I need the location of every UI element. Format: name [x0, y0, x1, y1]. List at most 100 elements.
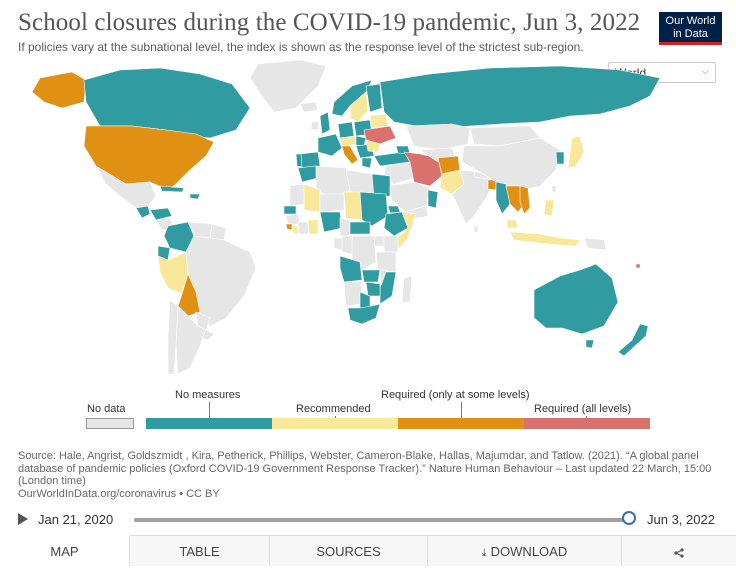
- country-uk[interactable]: [319, 111, 331, 135]
- country-ghana-region[interactable]: [307, 219, 319, 235]
- country-australia[interactable]: [533, 263, 619, 335]
- country-greece[interactable]: [361, 157, 373, 169]
- country-niger[interactable]: [319, 193, 345, 213]
- chevron-down-icon: ⌵: [701, 66, 709, 77]
- country-iran[interactable]: [403, 151, 443, 187]
- country-spain[interactable]: [299, 151, 321, 169]
- country-japan[interactable]: [567, 135, 585, 169]
- share-button[interactable]: [622, 536, 736, 566]
- legend-tick-required-all: [586, 416, 587, 419]
- country-vietnam[interactable]: [519, 185, 531, 215]
- country-usa[interactable]: [83, 125, 215, 191]
- country-liberia[interactable]: [291, 225, 299, 235]
- country-south-africa[interactable]: [347, 303, 381, 325]
- legend-label-required-some: Required (only at some levels): [381, 389, 530, 401]
- timeline-end-date: Jun 3, 2022: [647, 512, 715, 527]
- country-germany[interactable]: [337, 121, 355, 139]
- country-guyana-region[interactable]: [209, 223, 227, 241]
- country-eritrea[interactable]: [387, 205, 401, 214]
- country-china[interactable]: [461, 137, 561, 193]
- country-guatemala[interactable]: [135, 205, 151, 219]
- country-papua-new-guinea[interactable]: [583, 237, 607, 251]
- country-sudan[interactable]: [359, 191, 389, 227]
- country-senegal[interactable]: [283, 205, 297, 215]
- country-korea[interactable]: [555, 151, 565, 165]
- country-kazakhstan[interactable]: [405, 123, 471, 151]
- download-icon: ⤓: [481, 547, 487, 559]
- source-note: Source: Hale, Angrist, Goldszmidt , Kira…: [18, 450, 718, 500]
- country-tasmania[interactable]: [585, 339, 595, 349]
- country-oman[interactable]: [427, 189, 439, 209]
- timeline-track[interactable]: [134, 518, 630, 522]
- country-italy[interactable]: [341, 145, 359, 165]
- tab-bar: MAP TABLE SOURCES ⤓ DOWNLOAD: [0, 535, 736, 566]
- country-finland[interactable]: [365, 83, 383, 113]
- country-new-zealand[interactable]: [617, 323, 649, 357]
- country-syria-iraq[interactable]: [383, 161, 415, 185]
- country-mauritania[interactable]: [289, 183, 307, 207]
- timeline-handle[interactable]: [622, 511, 636, 525]
- country-portugal[interactable]: [295, 153, 303, 168]
- country-dominican-republic[interactable]: [189, 193, 201, 200]
- country-namibia[interactable]: [343, 281, 363, 307]
- country-angola[interactable]: [339, 255, 363, 283]
- legend-swatch-required-all[interactable]: [524, 418, 650, 429]
- tab-download[interactable]: ⤓ DOWNLOAD: [428, 536, 622, 566]
- map-legend: No data No measures Recommended Required…: [0, 386, 736, 431]
- country-belarus[interactable]: [369, 113, 389, 129]
- country-argentina[interactable]: [175, 305, 207, 375]
- logo-line-1: Our World: [665, 15, 716, 27]
- source-link[interactable]: OurWorldInData.org/coronavirus • CC BY: [18, 487, 220, 500]
- legend-label-no-measures: No measures: [175, 389, 241, 401]
- country-zimbabwe[interactable]: [365, 281, 381, 297]
- timeline-start-date: Jan 21, 2020: [38, 512, 114, 527]
- world-map[interactable]: [0, 56, 736, 386]
- country-cuba[interactable]: [159, 185, 185, 193]
- country-uruguay[interactable]: [201, 329, 215, 341]
- country-peru[interactable]: [157, 251, 189, 295]
- country-russia[interactable]: [379, 65, 661, 129]
- country-mozambique[interactable]: [379, 271, 397, 305]
- country-austria-region[interactable]: [339, 135, 359, 147]
- country-indonesia[interactable]: [509, 231, 581, 247]
- legend-swatch-recommended[interactable]: [272, 418, 398, 429]
- country-pacific-islands[interactable]: [635, 263, 641, 269]
- country-hungary-region[interactable]: [355, 135, 367, 147]
- owid-logo[interactable]: Our World in Data: [659, 12, 722, 45]
- country-morocco[interactable]: [297, 165, 319, 183]
- country-france[interactable]: [317, 133, 343, 157]
- country-alaska[interactable]: [31, 71, 87, 109]
- country-philippines[interactable]: [543, 199, 555, 217]
- country-ivory-coast[interactable]: [297, 221, 309, 235]
- country-sri-lanka[interactable]: [473, 225, 479, 233]
- country-honduras[interactable]: [149, 207, 173, 221]
- country-iceland[interactable]: [299, 101, 319, 113]
- legend-swatch-no-measures[interactable]: [146, 418, 272, 429]
- country-romania[interactable]: [365, 139, 381, 153]
- country-nigeria[interactable]: [319, 211, 343, 233]
- legend-swatch-no-data[interactable]: [86, 418, 134, 429]
- country-tanzania[interactable]: [375, 251, 397, 273]
- country-madagascar[interactable]: [401, 275, 413, 303]
- country-gabon[interactable]: [333, 237, 343, 251]
- country-congo[interactable]: [341, 235, 353, 255]
- play-icon[interactable]: [18, 513, 28, 525]
- country-myanmar[interactable]: [495, 181, 511, 215]
- country-kenya[interactable]: [383, 235, 399, 253]
- country-uganda[interactable]: [373, 235, 385, 247]
- legend-swatch-required-some[interactable]: [398, 418, 524, 429]
- country-taiwan[interactable]: [551, 185, 557, 193]
- tab-sources[interactable]: SOURCES: [270, 536, 428, 566]
- tab-map[interactable]: MAP: [0, 535, 130, 566]
- country-egypt[interactable]: [371, 173, 391, 199]
- country-greenland[interactable]: [249, 59, 327, 113]
- country-ireland[interactable]: [310, 121, 320, 131]
- country-sweden[interactable]: [349, 91, 369, 123]
- country-car[interactable]: [349, 221, 371, 235]
- tab-table[interactable]: TABLE: [130, 536, 270, 566]
- country-chad[interactable]: [343, 191, 363, 221]
- country-cameroon[interactable]: [339, 217, 351, 237]
- country-malaysia[interactable]: [505, 219, 519, 229]
- country-sierra-leone[interactable]: [285, 223, 293, 231]
- country-zambia[interactable]: [361, 269, 381, 283]
